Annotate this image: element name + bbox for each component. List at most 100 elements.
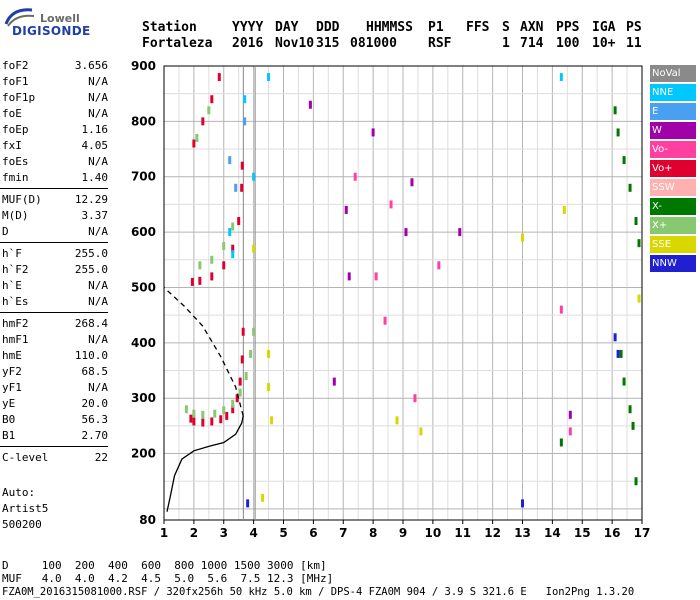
header-label-3: DDD bbox=[316, 20, 340, 35]
echo-point-nne bbox=[231, 250, 235, 259]
footer-distance-value: 400 bbox=[94, 559, 128, 572]
param-name: h`E bbox=[2, 279, 22, 292]
header-value-7: 714 bbox=[520, 36, 544, 51]
param-value: 22 bbox=[94, 451, 108, 464]
footer-muf-value: 4.0 bbox=[28, 572, 62, 585]
echo-point-x bbox=[207, 106, 211, 115]
param-row-mufd: MUF(D) 12.29 bbox=[0, 192, 108, 208]
param-value: N/A bbox=[88, 75, 108, 88]
param-row-md: M(D) 3.37 bbox=[0, 208, 108, 224]
x-tick-label: 17 bbox=[634, 526, 651, 540]
param-row-he: h`E N/A bbox=[0, 278, 108, 294]
param-name: h`F bbox=[2, 247, 22, 260]
echo-point-vo bbox=[240, 161, 244, 170]
y-tick-label: 800 bbox=[131, 114, 156, 128]
echo-point-x bbox=[628, 183, 632, 192]
echo-point-x bbox=[631, 421, 635, 430]
param-separator bbox=[0, 242, 108, 243]
param-value: 110.0 bbox=[74, 349, 108, 362]
param-row-ye: yE 20.0 bbox=[0, 396, 108, 412]
param-row-yf2: yF2 68.5 bbox=[0, 364, 108, 380]
echo-point-sse bbox=[252, 244, 256, 253]
echo-point-vo bbox=[353, 172, 357, 181]
auto-program: Artist5 bbox=[2, 502, 49, 515]
echo-point-sse bbox=[562, 205, 566, 214]
echo-point-vo bbox=[568, 427, 572, 436]
echo-point-x bbox=[244, 372, 248, 381]
param-value: 1.40 bbox=[81, 171, 109, 184]
footer-muf-value: 4.5 bbox=[127, 572, 161, 585]
echo-point-sse bbox=[521, 233, 524, 242]
legend-item-x: X+ bbox=[650, 217, 696, 234]
param-name: h`F2 bbox=[2, 263, 29, 276]
header-value-4: 081000 bbox=[350, 36, 397, 51]
param-name: hmE bbox=[2, 349, 22, 362]
x-tick-label: 15 bbox=[574, 526, 591, 540]
electron-density-profile bbox=[166, 415, 244, 512]
param-name: foF1p bbox=[2, 91, 36, 104]
param-row-clevel: C-level 22 bbox=[0, 450, 108, 466]
header-value-1: 2016 bbox=[232, 36, 264, 51]
param-name: D bbox=[2, 225, 9, 238]
param-value: N/A bbox=[88, 333, 108, 346]
header-label-4: HHMMSS bbox=[366, 20, 413, 35]
echo-point-vo bbox=[241, 327, 245, 336]
echo-point-sse bbox=[267, 349, 271, 358]
header-label-9: PPS bbox=[556, 20, 580, 35]
header-label-5: P1 bbox=[428, 20, 444, 35]
header-label-2: DAY bbox=[275, 20, 299, 35]
station-header: Station YYYY DAY DDD HHMMSS P1 FFS S AXN PPS IGA PS… bbox=[0, 0, 700, 60]
echo-point-sse bbox=[270, 416, 274, 425]
y-tick-label: 400 bbox=[131, 336, 156, 350]
header-label-8: AXN bbox=[520, 20, 544, 35]
echo-point-vo bbox=[240, 355, 244, 364]
echo-point-vo bbox=[210, 95, 214, 104]
param-value: 2.70 bbox=[81, 429, 109, 442]
legend-item-noval: NoVal bbox=[650, 65, 696, 82]
param-name: yE bbox=[2, 397, 16, 410]
echo-point-vo bbox=[231, 244, 235, 253]
x-tick-label: 10 bbox=[425, 526, 442, 540]
param-name: h`Es bbox=[2, 295, 29, 308]
footer-distance-value: 600 bbox=[127, 559, 161, 572]
param-value: N/A bbox=[88, 155, 108, 168]
param-value: 255.0 bbox=[74, 263, 108, 276]
echo-point-x bbox=[637, 239, 641, 248]
param-value: 68.5 bbox=[81, 365, 109, 378]
echo-point-w bbox=[371, 128, 375, 137]
param-row-fof1: foF1 N/A bbox=[0, 74, 108, 90]
echo-point-x bbox=[231, 222, 235, 231]
auto-label: Auto: bbox=[2, 486, 36, 499]
echo-point-w bbox=[347, 272, 351, 281]
header-value-3: 315 bbox=[316, 36, 340, 51]
echo-point-x bbox=[238, 388, 242, 397]
echo-point-vo bbox=[389, 200, 393, 209]
echo-point-x bbox=[213, 409, 217, 418]
header-value-9: 10+ bbox=[592, 36, 616, 51]
param-value: 12.29 bbox=[74, 193, 108, 206]
header-value-8: 100 bbox=[556, 36, 580, 51]
echo-point-vo bbox=[210, 417, 214, 426]
x-tick-label: 7 bbox=[339, 526, 347, 540]
footer-distance-value: 200 bbox=[61, 559, 95, 572]
echo-point-vo bbox=[190, 277, 194, 286]
footer-distance-row: D 100 200 400 600 800 1000 1500 3000 [km… bbox=[2, 559, 327, 572]
echo-point-vo bbox=[201, 117, 205, 126]
x-tick-label: 4 bbox=[249, 526, 257, 540]
header-label-10: IGA bbox=[592, 20, 616, 35]
param-name: foE bbox=[2, 107, 22, 120]
x-tick-label: 1 bbox=[160, 526, 168, 540]
echo-point-vo bbox=[192, 417, 196, 426]
param-row-b1: B1 2.70 bbox=[0, 428, 108, 444]
param-name: yF2 bbox=[2, 365, 22, 378]
echo-point-x bbox=[252, 327, 256, 336]
echo-point-x bbox=[192, 409, 196, 418]
param-value: N/A bbox=[88, 381, 108, 394]
footer-distance-value: 800 bbox=[161, 559, 195, 572]
x-tick-label: 6 bbox=[309, 526, 317, 540]
param-name: foEp bbox=[2, 123, 29, 136]
param-name: hmF2 bbox=[2, 317, 29, 330]
param-value: 3.656 bbox=[74, 59, 108, 72]
param-name: B1 bbox=[2, 429, 16, 442]
echo-point-x bbox=[195, 133, 199, 142]
